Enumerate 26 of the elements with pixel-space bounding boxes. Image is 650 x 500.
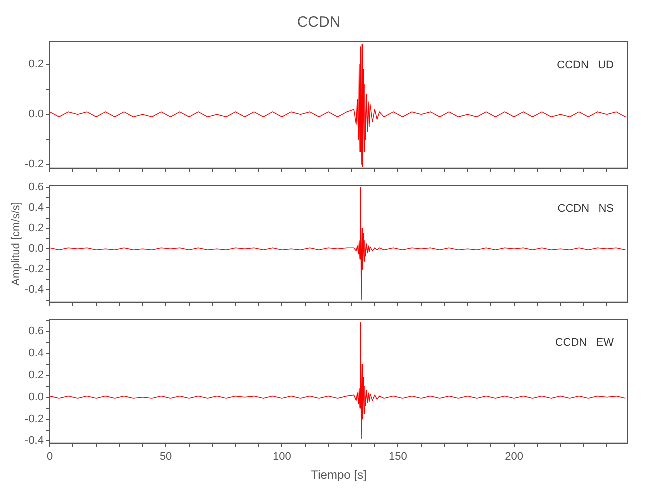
y-tick-label: 0.4 [28,202,44,214]
y-tick-label: 0.2 [28,58,44,71]
y-tick-label: -0.2 [25,264,44,276]
y-tick-label: 0.6 [28,182,44,194]
y-tick-label: -0.2 [25,158,44,171]
y-tick-label: 0.2 [28,370,44,382]
y-tick-label: -0.2 [25,413,44,426]
annotation: CCDN NS [558,203,614,216]
y-tick-label: 0.4 [28,348,44,360]
x-tick-label: 200 [505,451,524,464]
annotation: CCDN UD [557,60,614,72]
y-tick-label: 0.2 [28,222,44,235]
y-tick-label: 0.6 [28,326,44,338]
x-tick-label: 0 [46,451,54,464]
y-tick-label: 0.0 [28,108,44,121]
chart-title: CCDN [297,14,341,32]
x-tick-label: 50 [160,451,172,464]
x-axis-title: Tiempo [s] [311,468,367,482]
x-tick-label: 100 [272,451,292,464]
annotation: CCDN EW [555,337,615,350]
y-tick-label: -0.4 [25,435,44,448]
y-tick-label: 0.0 [28,391,44,404]
y-axis-title: Amplitud [cm/s/s] [10,202,23,286]
x-tick-label: 150 [389,451,408,464]
y-tick-label: 0.0 [28,243,44,256]
y-tick-label: -0.4 [25,284,44,296]
